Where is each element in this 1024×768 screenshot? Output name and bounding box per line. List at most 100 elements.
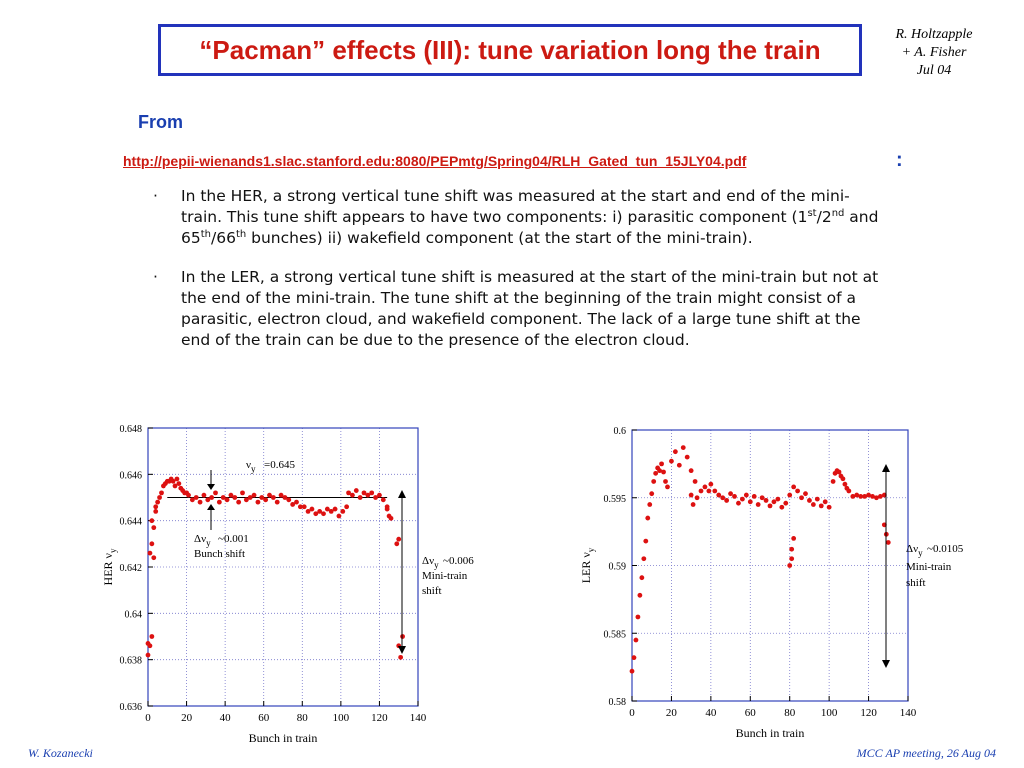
data-point	[724, 498, 730, 503]
data-point	[653, 470, 659, 476]
data-point	[149, 634, 155, 639]
data-point	[149, 541, 155, 547]
data-point	[751, 493, 757, 499]
data-point	[698, 488, 704, 494]
data-point	[353, 488, 359, 493]
data-point	[373, 495, 378, 500]
data-point	[357, 495, 363, 500]
data-point	[209, 495, 215, 500]
data-point	[657, 468, 662, 474]
x-tick-label: 80	[297, 712, 309, 724]
data-point	[294, 499, 299, 505]
data-point	[174, 476, 180, 482]
author-line-1: R. Holtzapple	[895, 27, 973, 42]
data-point	[840, 476, 846, 482]
data-point	[151, 555, 157, 561]
data-point	[694, 495, 700, 501]
data-point	[400, 634, 405, 639]
data-point	[818, 503, 824, 509]
data-point	[643, 538, 649, 544]
data-point	[755, 502, 761, 507]
data-point	[763, 498, 769, 503]
data-point	[635, 614, 641, 620]
data-point	[740, 496, 745, 502]
data-point	[672, 449, 678, 455]
data-point	[789, 546, 795, 552]
data-point	[647, 502, 653, 507]
data-point	[236, 499, 242, 505]
data-point	[791, 536, 797, 541]
data-point	[708, 481, 714, 487]
data-point	[783, 500, 789, 506]
y-axis-label: LER νy	[579, 547, 596, 583]
x-tick-label: 140	[410, 712, 427, 724]
data-point	[743, 492, 749, 498]
data-point	[290, 502, 296, 507]
data-point	[716, 492, 722, 498]
data-point	[278, 492, 284, 498]
bullet-ler: · In the LER, a strong vertical tune shi…	[150, 267, 890, 351]
source-link[interactable]: http://pepii-wienands1.slac.stanford.edu…	[123, 153, 747, 169]
bullet-her-text-c: and 65	[181, 208, 879, 247]
data-point	[201, 492, 207, 498]
data-point	[692, 479, 698, 484]
sup-st: st	[807, 207, 817, 219]
arrow-head	[398, 646, 406, 654]
title-box: “Pacman” effects (III): tune variation l…	[158, 24, 862, 76]
sup-nd: nd	[831, 207, 845, 219]
data-point	[661, 469, 666, 475]
x-tick-label: 140	[900, 707, 917, 719]
data-point	[795, 488, 800, 494]
sup-th-2: th	[235, 228, 247, 240]
data-point	[377, 492, 382, 498]
y-tick-label: 0.636	[120, 702, 143, 713]
data-point	[324, 506, 330, 512]
data-point	[669, 458, 674, 464]
x-tick-label: 0	[145, 712, 151, 724]
data-point	[220, 495, 226, 500]
ler-tune-chart: 0 20 40 60 80 100 120 140 0.58 0.585 0.59 0.595 0.6 B…	[579, 426, 964, 740]
x-tick-label: 100	[821, 707, 838, 719]
data-point	[732, 493, 737, 499]
y-tick-label: 0.595	[604, 494, 627, 505]
bullet-her-text-d: /66	[211, 229, 236, 247]
data-point	[346, 490, 351, 496]
bullet-marker: ·	[153, 268, 158, 286]
data-point	[263, 497, 269, 503]
data-point	[317, 509, 323, 514]
x-tick-label: 20	[181, 712, 193, 724]
data-point	[186, 492, 191, 498]
data-point	[633, 637, 639, 643]
data-point	[216, 499, 222, 505]
data-point	[684, 454, 690, 460]
data-point	[170, 478, 176, 484]
bullet-her-text-e: bunches) ii) wakefield component (at the…	[246, 229, 753, 247]
y-tick-label: 0.58	[609, 697, 627, 708]
footer-presenter: W. Kozanecki	[28, 746, 93, 760]
x-tick-label: 80	[784, 707, 796, 719]
data-point	[663, 479, 668, 484]
arrow-head	[398, 490, 406, 498]
data-point	[159, 490, 164, 496]
data-point	[228, 492, 234, 498]
data-point	[787, 492, 793, 498]
data-point	[645, 515, 651, 521]
data-point	[830, 479, 836, 484]
data-point	[874, 495, 879, 501]
data-point	[305, 509, 311, 514]
data-point	[870, 493, 875, 499]
train-delta-label: Δνy	[422, 555, 439, 570]
data-point	[240, 490, 245, 496]
data-point	[771, 499, 777, 505]
data-point	[259, 495, 265, 500]
data-point	[313, 511, 319, 517]
her-tune-chart: 0 20 40 60 80 100 120 140 0.636 0.638 0.64 0.642 0.6…	[101, 424, 474, 745]
nu-label: νy	[246, 459, 256, 474]
data-point	[814, 496, 820, 502]
x-tick-label: 40	[220, 712, 232, 724]
data-point	[149, 518, 155, 524]
data-point	[205, 497, 211, 503]
data-point	[866, 492, 871, 498]
y-tick-label: 0.648	[120, 424, 143, 435]
y-axis-label: HER νy	[101, 548, 118, 585]
